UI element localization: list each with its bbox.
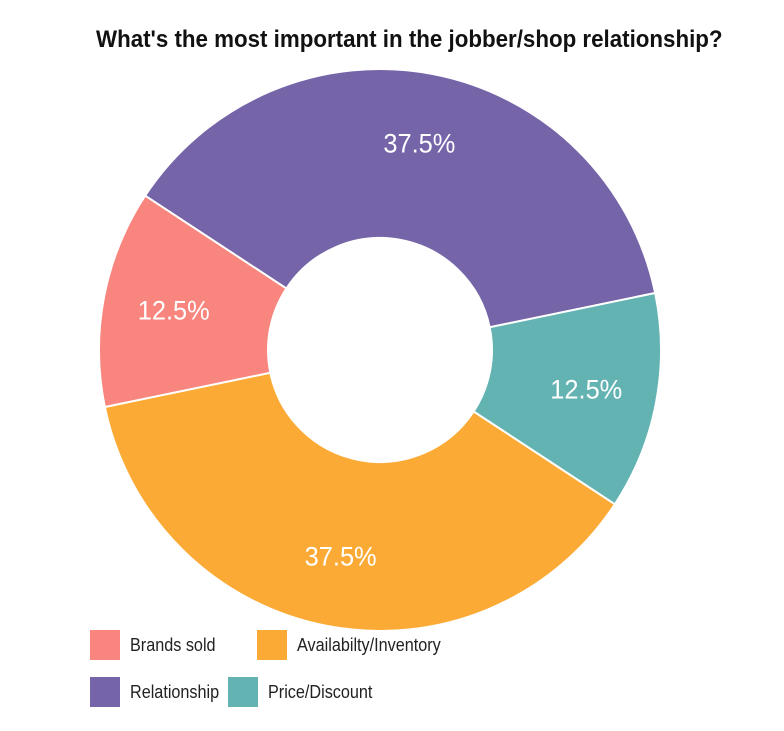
legend: Brands sold Availabilty/Inventory Relati…: [90, 630, 570, 720]
legend-item-relationship: Relationship: [90, 677, 229, 707]
legend-label-brands-sold: Brands sold: [130, 634, 216, 655]
legend-label-price-discount: Price/Discount: [268, 681, 373, 702]
chart-title: What's the most important in the jobber/…: [96, 26, 723, 53]
slice-relationship: [143, 68, 657, 329]
legend-swatch-brands-sold: [90, 630, 120, 660]
slice-label-brands-sold: 12.5%: [138, 296, 210, 326]
legend-item-brands-sold: Brands sold: [90, 630, 225, 660]
legend-swatch-availability-inventory: [257, 630, 287, 660]
slice-brands-sold: [98, 194, 288, 409]
legend-label-availability-inventory: Availabilty/Inventory: [297, 634, 441, 655]
legend-item-availability-inventory: Availabilty/Inventory: [257, 630, 457, 660]
legend-item-price-discount: Price/Discount: [228, 677, 384, 707]
slice-availabilty-inventory: [103, 371, 617, 632]
slice-label-relationship: 37.5%: [383, 129, 455, 159]
legend-swatch-price-discount: [228, 677, 258, 707]
legend-swatch-relationship: [90, 677, 120, 707]
slice-label-price-discount: 12.5%: [550, 374, 622, 404]
slice-price-discount: [472, 291, 662, 506]
legend-label-relationship: Relationship: [130, 681, 220, 702]
slice-label-availabilty-inventory: 37.5%: [305, 541, 377, 571]
